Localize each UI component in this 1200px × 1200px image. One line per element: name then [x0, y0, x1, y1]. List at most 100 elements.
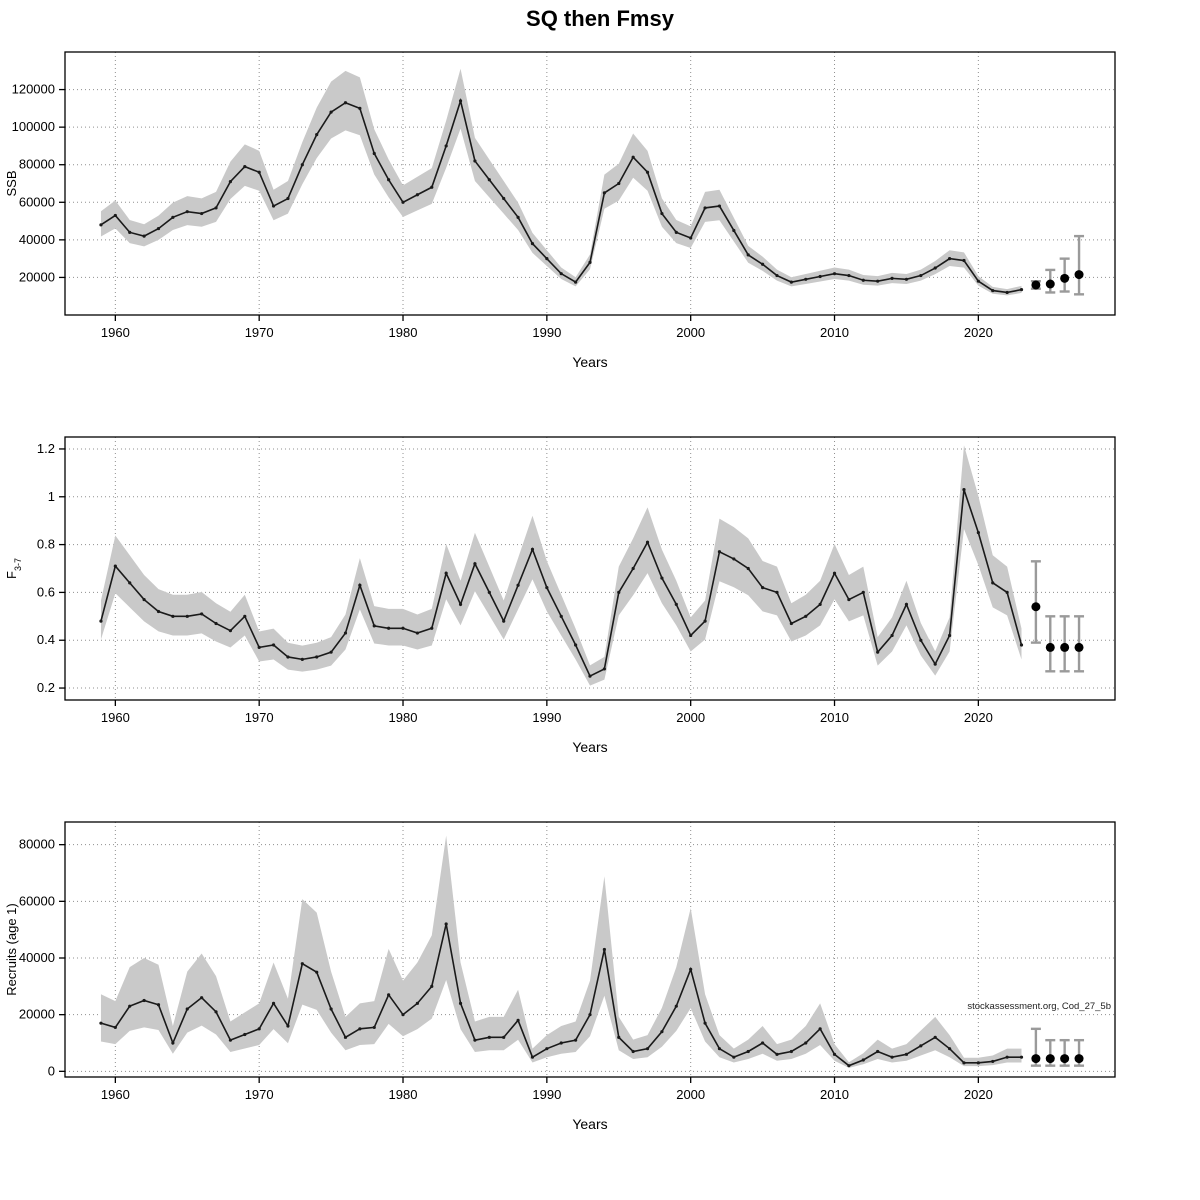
estimate-point — [789, 280, 793, 284]
estimate-point — [113, 213, 117, 218]
y-tick-label: 80000 — [19, 157, 55, 172]
estimate-point — [732, 228, 736, 233]
estimate-point — [458, 1001, 463, 1005]
estimate-point — [228, 629, 233, 633]
estimate-point — [732, 1055, 736, 1059]
estimate-point — [574, 643, 578, 647]
estimate-point — [818, 274, 822, 279]
y-tick-label: 0.8 — [37, 537, 55, 552]
y-tick-label: 20000 — [19, 269, 55, 284]
estimate-point — [818, 602, 822, 606]
forecast-point — [1031, 280, 1041, 290]
figure-title: SQ then Fmsy — [526, 6, 674, 31]
confidence-band — [100, 68, 1022, 296]
estimate-point — [142, 234, 146, 238]
estimate-point — [631, 1049, 635, 1054]
estimate-point — [487, 590, 491, 595]
estimate-point — [271, 204, 276, 208]
y-tick-label: 80000 — [19, 837, 55, 852]
estimate-point — [243, 614, 247, 618]
estimate-point — [617, 590, 621, 595]
estimate-point — [228, 1038, 233, 1042]
estimate-point — [674, 230, 678, 234]
forecast-point — [1060, 273, 1070, 283]
estimate-point — [545, 257, 549, 261]
estimate-point — [156, 1003, 161, 1007]
estimate-point — [804, 614, 808, 618]
x-tick-label: 2000 — [676, 1087, 705, 1102]
estimate-point — [358, 1027, 362, 1031]
estimate-point — [502, 619, 506, 623]
estimate-point — [933, 266, 937, 270]
estimate-point — [832, 571, 837, 575]
y-tick-label: 60000 — [19, 893, 55, 908]
estimate-point — [142, 597, 146, 602]
recruits-chart-panel: 1960 1970 1980 1990 2000 2010 2020 0 20000 40000 6… — [0, 812, 1200, 1143]
estimate-point — [660, 576, 664, 580]
estimate-point — [861, 1058, 865, 1062]
estimate-point — [631, 155, 635, 159]
estimate-point — [832, 1052, 837, 1056]
estimate-line — [100, 97, 1022, 294]
estimate-point — [315, 133, 319, 137]
estimate-point — [602, 667, 606, 671]
estimate-point — [933, 662, 937, 666]
estimate-point — [214, 621, 218, 626]
estimate-point — [674, 602, 678, 606]
estimate-point — [530, 1055, 535, 1059]
estimate-point — [674, 1004, 678, 1008]
x-tick-label: 2020 — [964, 710, 993, 725]
x-axis-title: Years — [572, 354, 607, 370]
estimate-point — [861, 278, 865, 282]
estimate-point — [559, 1041, 563, 1045]
forecast-point — [1074, 642, 1084, 652]
estimate-point — [401, 1013, 405, 1017]
x-tick-label: 1970 — [245, 325, 274, 340]
x-tick-label: 1970 — [245, 710, 274, 725]
x-tick-label: 1980 — [389, 710, 418, 725]
estimate-point — [171, 1041, 175, 1045]
estimate-point — [789, 621, 793, 626]
estimate-point — [617, 1035, 621, 1039]
ssb-chart-svg: 1960 1970 1980 1990 2000 2010 2020 20000 40000 60… — [4, 51, 1116, 370]
estimate-point — [588, 1013, 592, 1017]
estimate-point — [387, 626, 391, 630]
estimate-point — [789, 1049, 793, 1054]
forecast-point — [1060, 1054, 1070, 1064]
estimate-point — [473, 159, 477, 163]
estimate-point — [919, 273, 923, 278]
x-tick-label: 2010 — [820, 325, 849, 340]
estimate-point — [1005, 590, 1009, 595]
estimate-point — [574, 280, 578, 284]
estimate-point — [128, 230, 132, 234]
y-axis-title: Recruits (age 1) — [4, 903, 19, 995]
estimate-point — [372, 151, 376, 156]
estimate-point — [876, 279, 880, 283]
y-tick-label: 0.2 — [37, 680, 55, 695]
estimate-point — [214, 1010, 218, 1014]
estimate-point — [128, 581, 132, 585]
estimate-point — [689, 967, 693, 971]
estimate-point — [717, 550, 722, 554]
forecast-point — [1074, 1054, 1084, 1064]
estimate-point — [847, 1064, 851, 1068]
estimate-point — [257, 645, 261, 649]
estimate-point — [315, 970, 319, 974]
estimate-point — [876, 1049, 880, 1054]
x-tick-label: 1990 — [532, 325, 561, 340]
x-tick-label: 1970 — [245, 1087, 274, 1102]
estimate-point — [473, 562, 477, 566]
estimate-point — [545, 1047, 549, 1051]
estimate-point — [358, 583, 362, 587]
y-tick-label: 40000 — [19, 232, 55, 247]
estimate-point — [703, 619, 707, 623]
estimate-point — [257, 1027, 261, 1031]
estimate-point — [128, 1004, 132, 1008]
estimate-point — [947, 633, 952, 638]
estimate-point — [645, 540, 650, 544]
estimate-point — [286, 1024, 290, 1028]
ssb-chart-panel: 1960 1970 1980 1990 2000 2010 2020 20000 40000 60… — [0, 42, 1200, 381]
forecast-point — [1060, 642, 1070, 652]
estimate-point — [502, 1035, 506, 1039]
